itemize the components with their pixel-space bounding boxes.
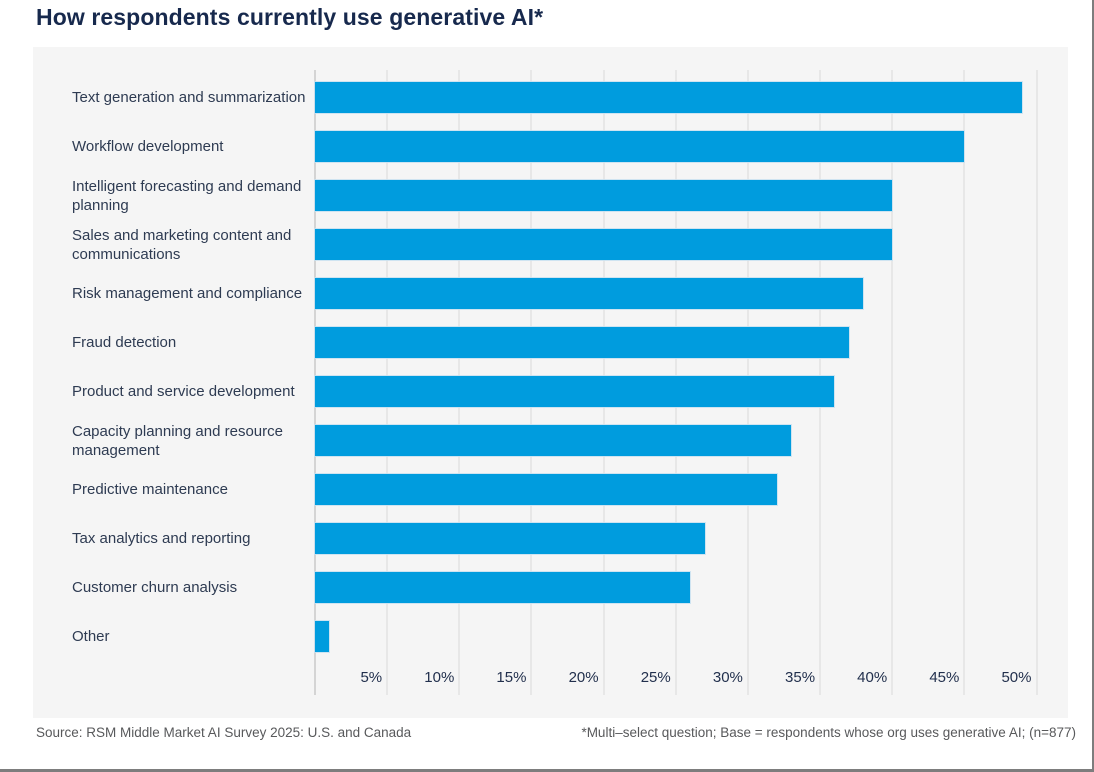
methodology-note: *Multi–select question; Base = responden…	[581, 725, 1076, 740]
category-label: Text generation and summarization	[72, 89, 306, 106]
x-tick-label: 40%	[857, 669, 888, 686]
x-tick-label: 35%	[785, 669, 816, 686]
chart-panel: 5% 10% 15% 20% 25% 30% 35% 40% 45% 50% Text genera…	[33, 47, 1068, 718]
x-tick-label: 50%	[1001, 669, 1032, 686]
bar	[315, 180, 893, 211]
category-label: Sales and marketing content and communic…	[72, 226, 292, 263]
category-label: Product and service development	[72, 383, 295, 400]
gridline	[891, 70, 894, 695]
bar	[315, 229, 893, 260]
bar	[315, 278, 864, 309]
bar	[315, 131, 965, 162]
bar	[315, 425, 792, 456]
category-label: Customer churn analysis	[72, 579, 238, 596]
x-tick-label: 30%	[712, 669, 743, 686]
source-note: Source: RSM Middle Market AI Survey 2025…	[36, 725, 412, 740]
x-tick-label: 10%	[424, 669, 455, 686]
category-label: Tax analytics and reporting	[72, 530, 251, 547]
gridline	[1035, 70, 1038, 695]
x-tick-label: 45%	[929, 669, 960, 686]
gridline	[963, 70, 966, 695]
bar	[315, 523, 705, 554]
category-label: Risk management and compliance	[72, 285, 303, 302]
chart-footer: Source: RSM Middle Market AI Survey 2025…	[36, 725, 1076, 740]
category-label: Intelligent forecasting and demand plann…	[72, 177, 302, 214]
x-tick-label: 5%	[360, 669, 383, 686]
bar	[315, 621, 330, 652]
bar	[315, 376, 835, 407]
x-tick-label: 15%	[496, 669, 527, 686]
x-tick-label: 25%	[640, 669, 671, 686]
category-label: Capacity planning and resource managemen…	[72, 422, 283, 459]
chart-title: How respondents currently use generative…	[36, 4, 544, 30]
category-label: Fraud detection	[72, 334, 177, 351]
bar	[315, 572, 691, 603]
category-label: Predictive maintenance	[72, 481, 228, 498]
category-label: Workflow development	[72, 138, 224, 155]
bar	[315, 82, 1023, 113]
x-tick-label: 20%	[568, 669, 599, 686]
category-label: Other	[72, 628, 110, 645]
bar	[315, 327, 849, 358]
bar	[315, 474, 777, 505]
